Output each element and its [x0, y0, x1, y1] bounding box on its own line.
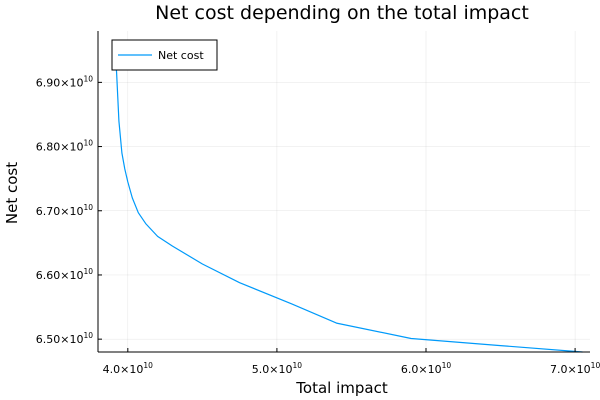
ticks: 4.0×1010 5.0×1010 6.0×1010 7.0×1010 6.50×101…	[36, 74, 600, 376]
y-tick-label: 6.70×1010	[36, 203, 93, 218]
x-tick-label: 6.0×1010	[401, 361, 451, 376]
y-tick-label: 6.60×1010	[36, 267, 93, 282]
x-tick-label: 7.0×1010	[550, 361, 600, 376]
x-tick-label: 4.0×1010	[103, 361, 153, 376]
y-tick-label: 6.90×1010	[36, 74, 93, 89]
chart-title: Net cost depending on the total impact	[155, 2, 529, 24]
x-axis-label: Total impact	[295, 379, 388, 397]
y-tick-label: 6.50×1010	[36, 331, 93, 346]
x-tick-label: 5.0×1010	[252, 361, 302, 376]
legend-box	[111, 39, 218, 71]
axes	[97, 31, 590, 353]
legend-label: Net cost	[158, 49, 204, 62]
grid	[98, 31, 590, 352]
series-layer	[113, 41, 583, 353]
series-line-net-cost	[113, 41, 583, 353]
legend: Net cost	[111, 39, 218, 71]
y-tick-label: 6.80×1010	[36, 139, 93, 154]
y-axis-label: Net cost	[3, 162, 21, 224]
